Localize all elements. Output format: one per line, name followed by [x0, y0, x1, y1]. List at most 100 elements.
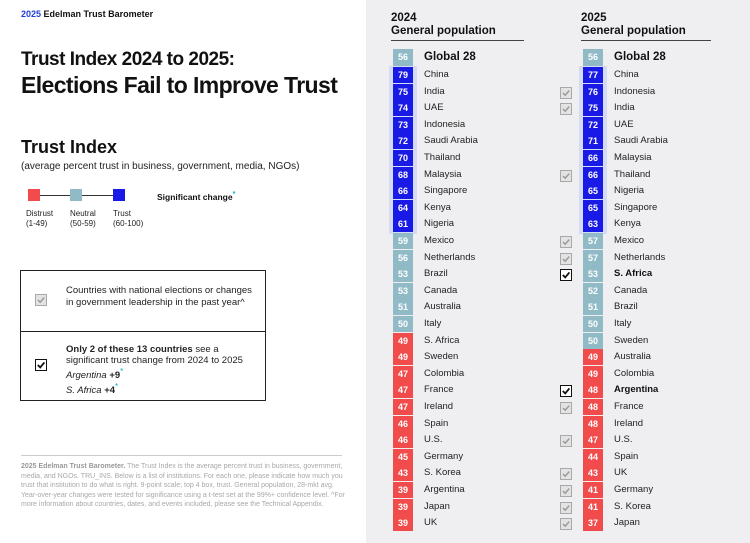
country-label: Ireland	[424, 401, 454, 412]
country-label: Singapore	[424, 185, 468, 197]
country-label: Brazil	[614, 301, 638, 313]
value-cell: 65	[583, 199, 603, 216]
section-subheading: (average percent trust in business, gove…	[21, 161, 300, 172]
country-label: Japan	[614, 517, 640, 529]
election-check-icon	[560, 86, 572, 99]
value-cell: 53	[393, 266, 413, 283]
value-cell: 47	[393, 399, 413, 415]
value-cell: 39	[393, 482, 413, 498]
value-cell: 75	[393, 83, 413, 100]
significant-checkbox-icon	[35, 359, 47, 371]
election-check-icon	[560, 435, 572, 448]
country-label: Italy	[424, 318, 442, 329]
country-label: S. Africa	[424, 334, 460, 346]
brand-year: 2025	[21, 9, 42, 19]
value-cell: 41	[583, 482, 603, 498]
value-cell: 48	[583, 399, 603, 415]
country-label: Netherlands	[614, 251, 666, 263]
election-check-icon	[560, 501, 572, 514]
election-check-icon	[560, 485, 572, 497]
country-label: Kenya	[614, 218, 641, 230]
value-cell: 74	[393, 100, 413, 117]
country-label: Netherlands	[424, 251, 476, 263]
country-label: UK	[424, 517, 438, 529]
country-label: Sweden	[424, 351, 459, 363]
column-2025-heading: 2025 General population	[581, 12, 686, 37]
legend-box: Countries with national elections or cha…	[20, 270, 266, 401]
column-2025-underline	[581, 40, 711, 41]
value-cell: 66	[583, 166, 603, 183]
value-cell: 65	[583, 183, 603, 200]
value-cell: 50	[583, 316, 603, 332]
country-label: Malaysia	[614, 152, 652, 163]
country-label: Colombia	[424, 367, 465, 379]
country-label: Thailand	[614, 168, 651, 180]
value-cell: 45	[393, 448, 413, 465]
value-cell: 37	[583, 515, 603, 532]
value-cell: 50	[393, 316, 413, 332]
country-label: U.S.	[424, 434, 443, 446]
country-label: India	[424, 85, 445, 97]
legend-distrust-swatch	[28, 189, 40, 201]
legend-trust-swatch	[113, 189, 125, 201]
value-cell: 43	[583, 465, 603, 482]
value-cell: 39	[393, 498, 413, 515]
value-cell: 76	[583, 83, 603, 100]
country-label: Nigeria	[424, 218, 455, 230]
value-cell: 53	[583, 266, 603, 283]
value-cell: 72	[583, 116, 603, 133]
value-cell: 48	[583, 415, 603, 432]
significant-check-icon	[560, 385, 572, 398]
country-label: France	[614, 401, 644, 412]
value-cell: 49	[583, 349, 603, 366]
election-check-icon	[560, 402, 572, 414]
value-cell: 64	[393, 199, 413, 216]
election-check-icon	[560, 468, 572, 481]
value-cell: 49	[583, 365, 603, 382]
value-cell: 66	[393, 183, 413, 200]
country-label: France	[424, 384, 454, 396]
brand-label: 2025 Edelman Trust Barometer	[21, 9, 153, 19]
country-label: UAE	[614, 118, 634, 130]
value-cell: 56	[393, 249, 413, 266]
country-label: India	[614, 102, 635, 114]
election-check-icon	[560, 236, 572, 248]
value-cell: 66	[583, 150, 603, 166]
value-cell: 57	[583, 249, 603, 266]
country-label: Canada	[614, 284, 648, 296]
value-cell: 46	[393, 432, 413, 449]
value-cell: 50	[583, 332, 603, 349]
value-cell: 44	[583, 448, 603, 465]
country-label: Indonesia	[424, 118, 466, 130]
election-check-icon	[560, 103, 572, 116]
section-heading: Trust Index	[21, 137, 118, 157]
value-cell: 75	[583, 100, 603, 117]
country-label: Spain	[614, 450, 639, 462]
page-title-line2: Elections Fail to Improve Trust	[21, 72, 338, 98]
country-label: Saudi Arabia	[424, 135, 478, 147]
legend-distrust-label: Distrust (1-49)	[26, 209, 54, 228]
country-label: S. Korea	[424, 467, 461, 479]
country-label: Sweden	[614, 334, 649, 346]
country-label: Australia	[424, 301, 461, 313]
value-cell: 72	[393, 133, 413, 150]
footnote-divider	[21, 455, 342, 456]
country-label: Germany	[614, 484, 654, 495]
column-2024-heading: 2024 General population	[391, 12, 496, 37]
value-cell: 43	[393, 465, 413, 482]
country-label: Italy	[614, 318, 632, 329]
global-label: Global 28	[614, 51, 666, 63]
country-label: Kenya	[424, 201, 451, 213]
value-cell: 53	[393, 282, 413, 299]
chart-panel: 2024 General population 2025 General popul…	[366, 0, 750, 543]
election-check-icon	[560, 252, 572, 265]
global-value-cell: 56	[583, 49, 603, 66]
country-label: Malaysia	[424, 168, 462, 180]
election-check-icon	[560, 518, 572, 531]
country-label: UK	[614, 467, 628, 479]
country-label: S. Africa	[614, 268, 653, 280]
country-label: Mexico	[424, 235, 455, 246]
country-label: Mexico	[614, 235, 645, 246]
brand-name: Edelman Trust Barometer	[43, 9, 154, 19]
significant-legend-text: Only 2 of these 13 countries see a signi…	[66, 344, 243, 397]
